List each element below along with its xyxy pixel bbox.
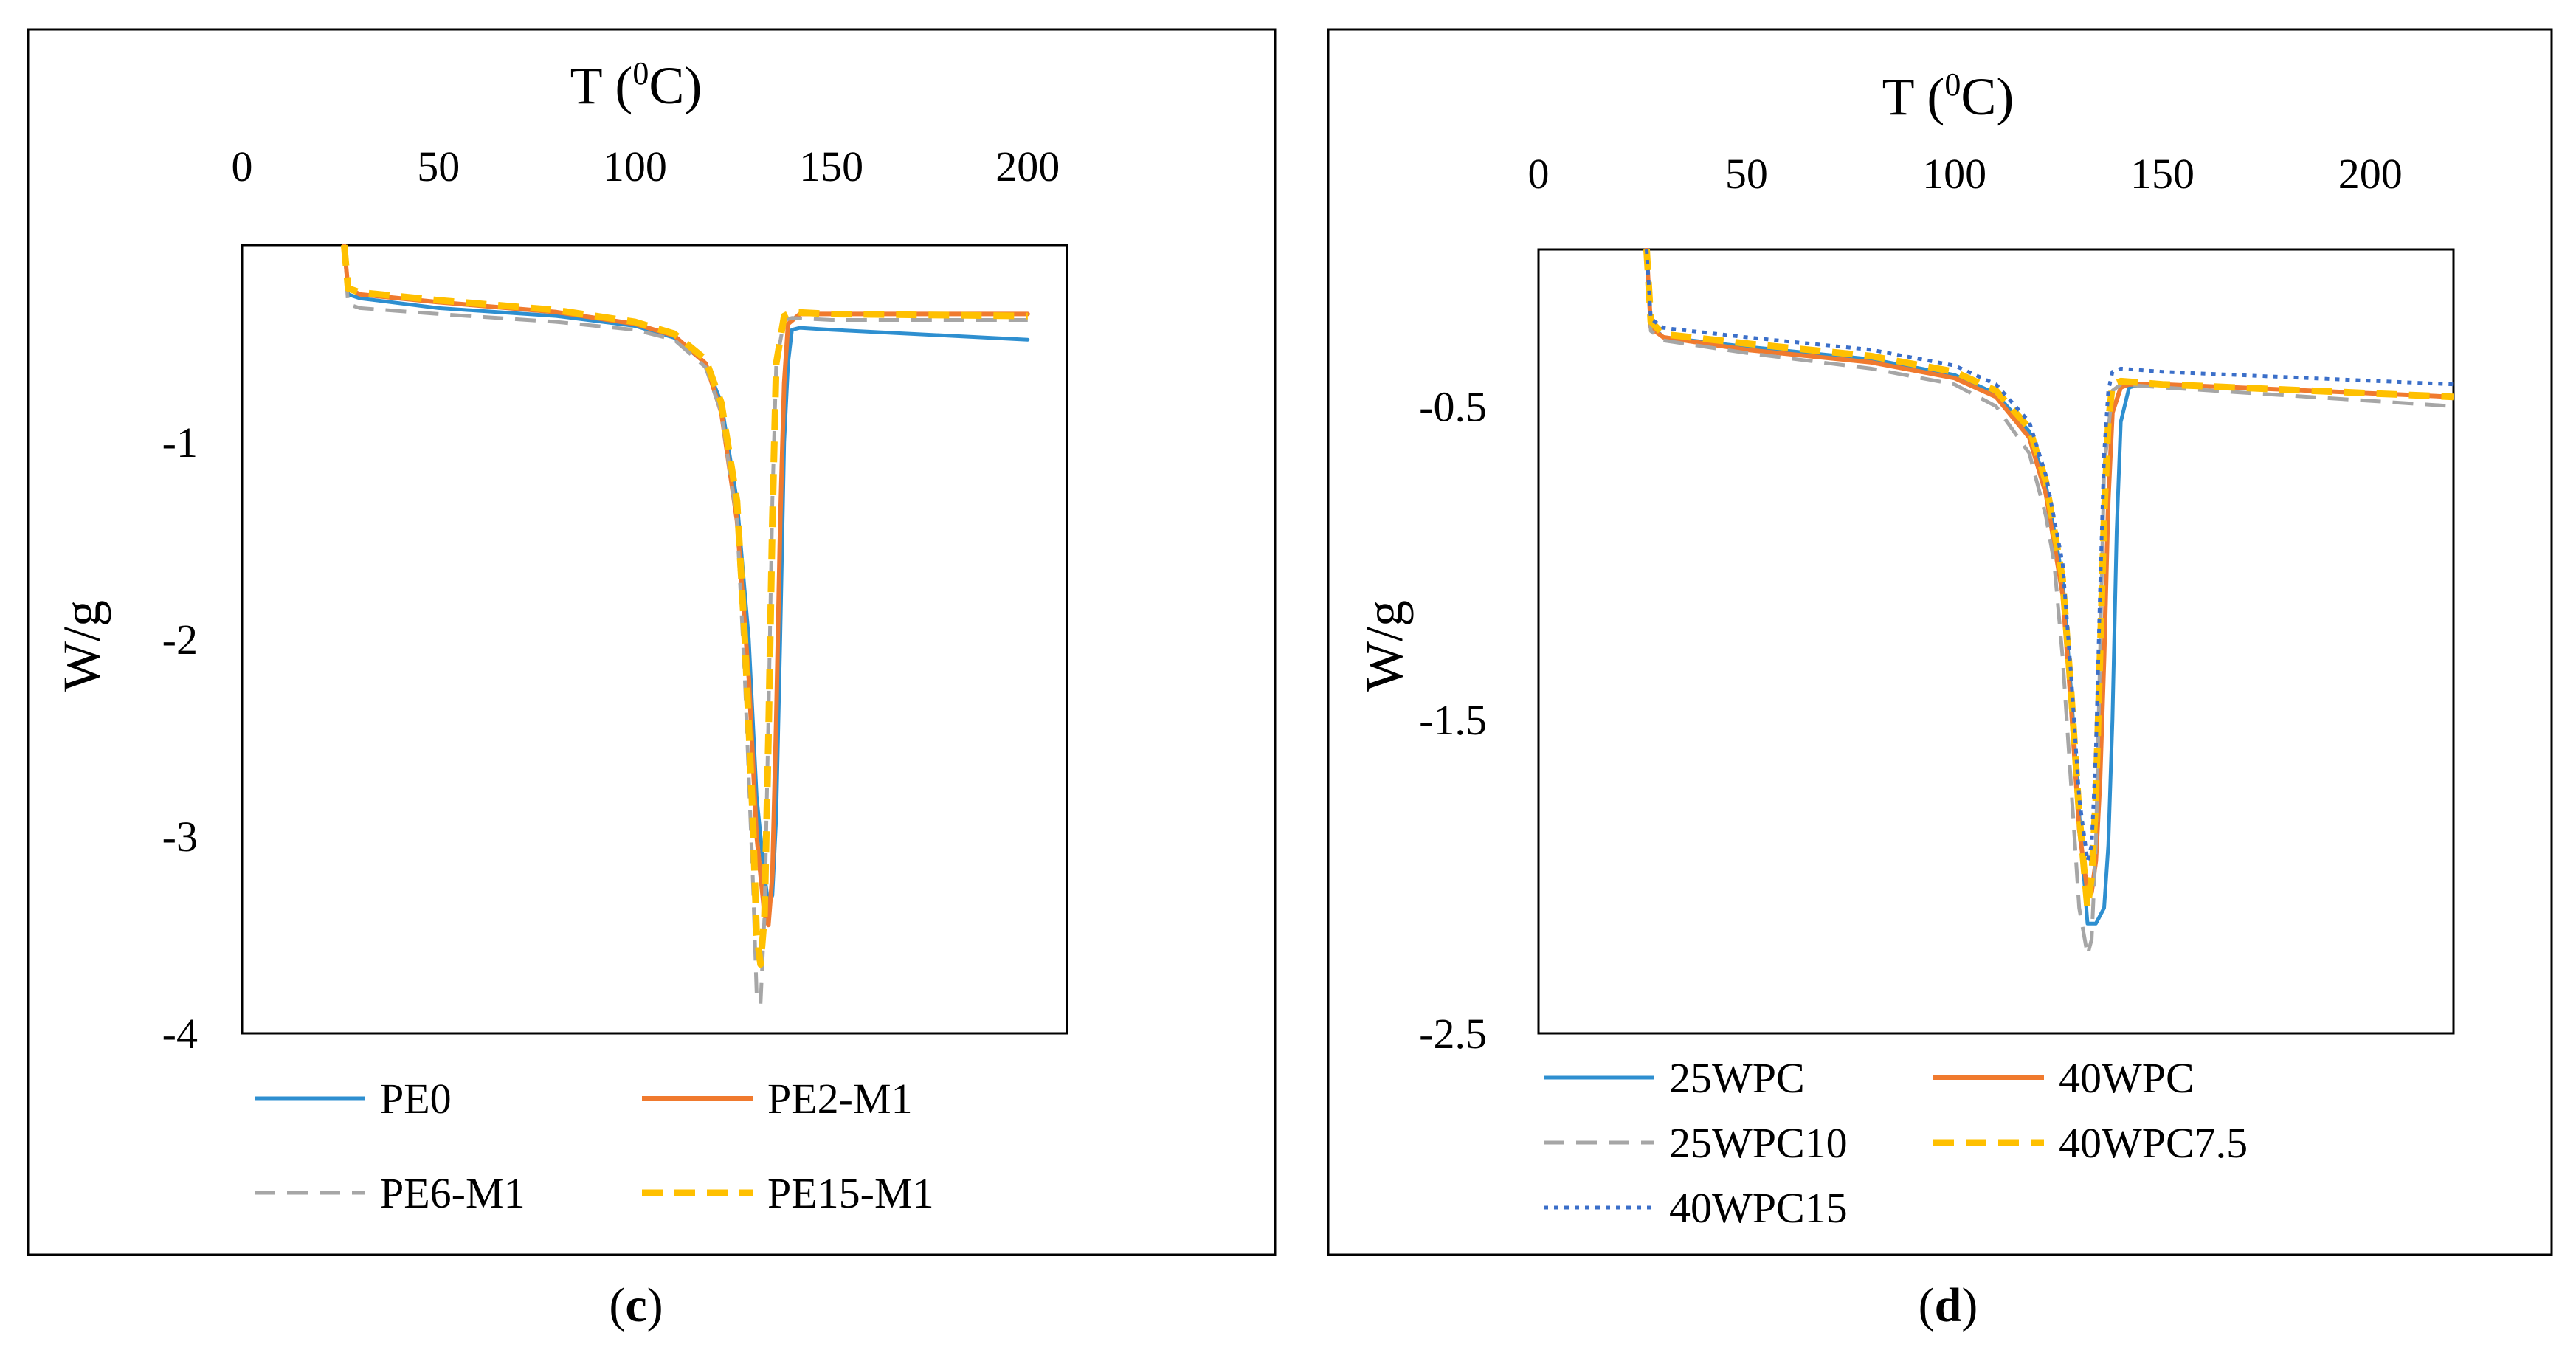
panel-d-series [1643,248,2454,957]
panel-d-y-axis-title: W/g [1355,600,1414,692]
panel-c-x-ticks: 0 50 100 150 200 [232,142,1060,190]
panel-c-series [340,244,1030,1006]
panel-c: T (0C) W/g 0 50 100 150 200 -1 -2 -3 -4 PE0 PE2-… [27,28,1277,1332]
panel-c-legend: PE0 PE2-M1 PE6-M1 PE15-M1 [255,1075,934,1217]
y-tick-label: -3 [162,813,198,861]
panel-d-y-ticks: -0.5 -1.5 -2.5 [1419,382,1487,1058]
legend-label: PE6-M1 [380,1169,525,1217]
x-tick-label: 50 [1725,150,1768,198]
x-tick-label: 150 [799,142,863,190]
series-line-25wpc10 [1645,249,2454,957]
panel-d-x-axis-title: T (0C) [1882,66,2014,126]
series-line-pe6-m1 [342,244,1028,1006]
x-tick-label: 0 [232,142,253,190]
y-tick-label: -2 [162,616,198,664]
series-line-40wpc15 [1645,249,2454,863]
panel-c-x-axis-title: T (0C) [570,55,702,115]
legend-label: PE0 [380,1075,452,1123]
legend-label: PE2-M1 [767,1075,913,1123]
panel-d-frame [1327,28,2553,1256]
x-tick-label: 200 [995,142,1060,190]
panel-d: T (0C) W/g 0 50 100 150 200 -0.5 -1.5 -2.5 25W… [1327,28,2553,1332]
panel-d-x-ticks: 0 50 100 150 200 [1528,150,2403,198]
panel-c-plot-area [241,244,1068,1035]
y-tick-label: -2.5 [1419,1010,1487,1058]
legend-label: 25WPC10 [1669,1119,1848,1167]
legend-label: 40WPC7.5 [2059,1119,2248,1167]
x-tick-label: 100 [1922,150,1986,198]
x-tick-label: 150 [2130,150,2195,198]
series-line-40wpc7-5 [1643,249,2454,912]
legend-label: 40WPC [2059,1054,2195,1102]
x-tick-label: 200 [2338,150,2403,198]
legend-label: PE15-M1 [767,1169,934,1217]
y-tick-label: -1 [162,419,198,466]
panel-d-plot-area [1537,248,2455,1035]
x-tick-label: 0 [1528,150,1550,198]
panel-c-y-ticks: -1 -2 -3 -4 [162,419,198,1058]
panel-c-label: (c) [609,1278,663,1332]
y-tick-label: -0.5 [1419,382,1487,430]
x-tick-label: 50 [417,142,460,190]
panel-d-label: (d) [1919,1278,1978,1332]
panel-c-y-axis-title: W/g [52,600,111,692]
panel-d-legend: 25WPC 40WPC 25WPC10 40WPC7.5 40WPC15 [1544,1054,2248,1232]
y-tick-label: -4 [162,1010,198,1058]
x-tick-label: 100 [603,142,667,190]
panel-c-frame [27,28,1277,1256]
y-tick-label: -1.5 [1419,696,1487,744]
legend-label: 40WPC15 [1669,1184,1848,1232]
series-line-pe15-m1 [340,244,1028,968]
legend-label: 25WPC [1669,1054,1805,1102]
